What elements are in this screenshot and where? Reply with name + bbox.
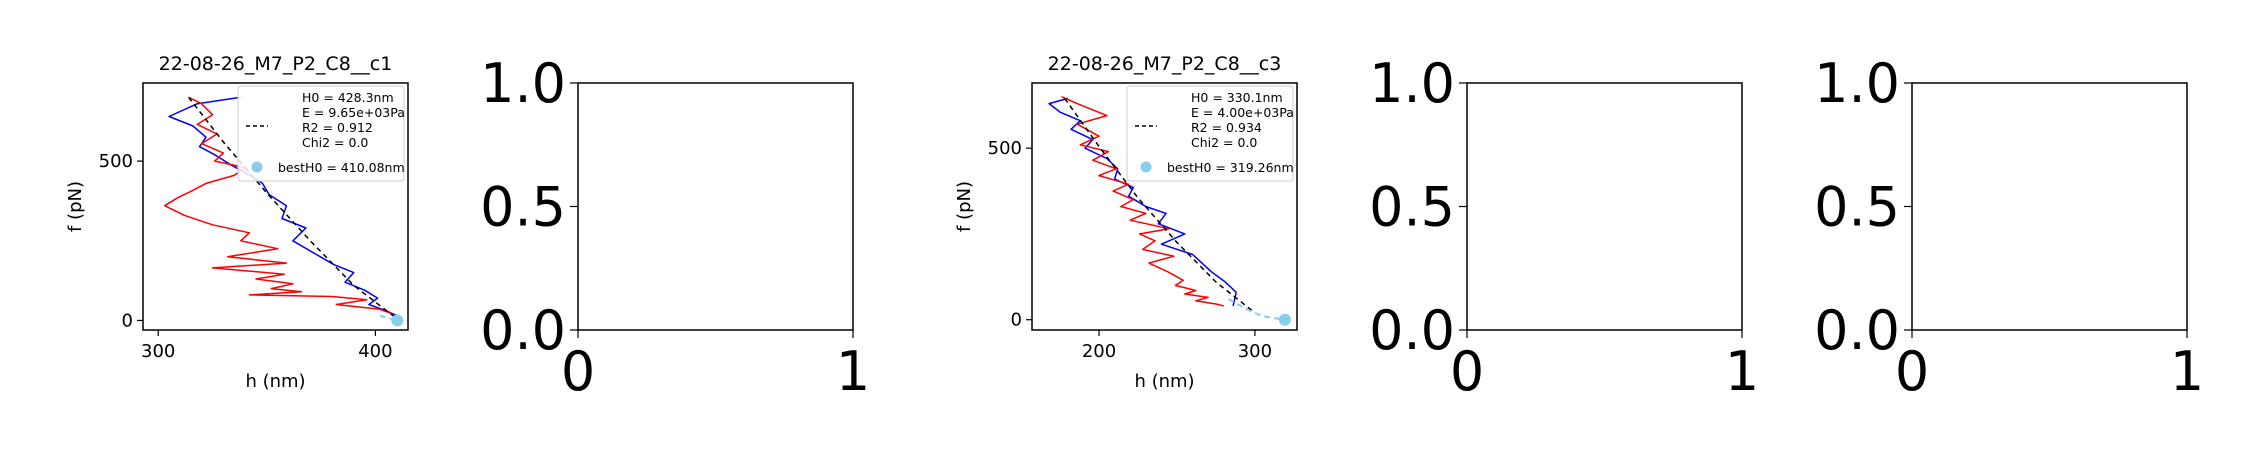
chart-title: 22-08-26_M7_P2_C8__c1 xyxy=(159,53,393,75)
y-tick-label: 0.5 xyxy=(1814,176,1900,239)
subplot-1 xyxy=(137,82,409,336)
legend-fit-line: Chi2 = 0.0 xyxy=(302,135,368,150)
extrapolation-curve xyxy=(1227,298,1285,321)
axes-frame-1 xyxy=(142,82,409,331)
y-tick-label: 0.0 xyxy=(1369,299,1455,362)
fit-curve xyxy=(1064,97,1256,314)
y-tick-label: 0.0 xyxy=(480,299,566,362)
legend-fit-line: R2 = 0.912 xyxy=(302,120,373,135)
series-line-2 xyxy=(163,96,394,315)
x-tick-label: 0 xyxy=(1450,340,1484,403)
x-tick-label: 0 xyxy=(561,340,595,403)
series-line-1 xyxy=(168,96,398,317)
x-tick-label: 1 xyxy=(836,340,870,403)
x-tick-label: 400 xyxy=(358,341,392,362)
x-axis-label: h (nm) xyxy=(1134,371,1194,392)
y-tick-label: 500 xyxy=(99,151,133,172)
subplot-3 xyxy=(1026,82,1298,336)
y-tick-label: 0.0 xyxy=(1814,299,1900,362)
y-tick-label: 0.5 xyxy=(480,176,566,239)
series-line-2 xyxy=(1061,96,1224,307)
y-tick-label: 500 xyxy=(988,138,1022,159)
legend-point-label: bestH0 = 410.08nm xyxy=(278,160,405,175)
legend-fit-line: E = 4.00e+03Pa xyxy=(1191,105,1294,120)
legend-point-swatch xyxy=(1140,161,1152,173)
best-h0-point xyxy=(1278,313,1291,326)
legend-box xyxy=(1126,85,1294,182)
legend-fit-line: R2 = 0.934 xyxy=(1191,120,1262,135)
y-tick-label: 0 xyxy=(1011,310,1022,331)
legend-fit-line: Chi2 = 0.0 xyxy=(1191,135,1257,150)
fit-curve xyxy=(188,96,398,320)
x-tick-label: 300 xyxy=(141,341,175,362)
y-tick-label: 1.0 xyxy=(480,52,566,115)
axes-frame-5 xyxy=(1911,82,2188,331)
x-tick-label: 1 xyxy=(2170,340,2204,403)
axes-frame-2 xyxy=(577,82,854,331)
series-line-1 xyxy=(1048,97,1237,307)
y-axis-label: f (pN) xyxy=(65,181,86,232)
axes-frame-4 xyxy=(1466,82,1743,331)
x-tick-label: 1 xyxy=(1725,340,1759,403)
subplot-2 xyxy=(570,82,854,338)
x-tick-label: 200 xyxy=(1082,341,1116,362)
y-tick-label: 0 xyxy=(122,310,133,331)
legend-fit-line: H0 = 428.3nm xyxy=(302,90,394,105)
x-tick-label: 300 xyxy=(1238,341,1272,362)
x-tick-label: 0 xyxy=(1895,340,1929,403)
y-axis-label: f (pN) xyxy=(954,181,975,232)
chart-title: 22-08-26_M7_P2_C8__c3 xyxy=(1048,53,1282,75)
x-axis-label: h (nm) xyxy=(245,371,305,392)
legend-fit-line: E = 9.65e+03Pa xyxy=(302,105,405,120)
subplot-4 xyxy=(1459,82,1743,338)
y-tick-label: 1.0 xyxy=(1814,52,1900,115)
axes-frame-3 xyxy=(1031,82,1298,331)
legend-point-label: bestH0 = 319.26nm xyxy=(1167,160,1294,175)
best-h0-point xyxy=(391,314,404,327)
y-tick-label: 0.5 xyxy=(1369,176,1455,239)
legend-point-swatch xyxy=(251,161,263,173)
legend-box xyxy=(237,85,405,182)
y-tick-label: 1.0 xyxy=(1369,52,1455,115)
legend-fit-line: H0 = 330.1nm xyxy=(1191,90,1283,105)
subplot-5 xyxy=(1904,82,2188,338)
